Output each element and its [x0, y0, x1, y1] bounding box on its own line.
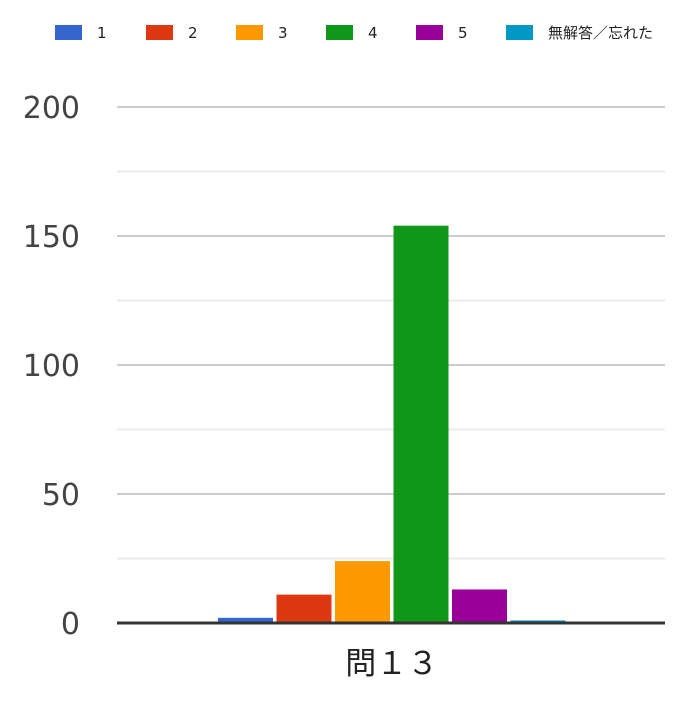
- y-tick-label: 150: [23, 220, 80, 255]
- legend-item[interactable]: 3: [236, 24, 288, 42]
- y-axis-labels: 0 50 100 150 200: [23, 91, 80, 642]
- legend-swatch: [146, 25, 173, 40]
- y-tick-label: 0: [61, 607, 80, 642]
- y-tick-label: 200: [23, 91, 80, 126]
- x-axis-labels: 問１３: [345, 646, 438, 682]
- y-tick-label: 50: [42, 478, 80, 513]
- legend-item[interactable]: 2: [146, 24, 198, 42]
- bars: [218, 225, 566, 623]
- legend-swatch: [326, 25, 353, 40]
- bar-4[interactable]: [393, 225, 449, 623]
- gridlines: [117, 106, 665, 560]
- bar-2[interactable]: [276, 594, 332, 623]
- legend-label: 3: [278, 24, 288, 42]
- legend-swatch: [236, 25, 263, 40]
- legend-label: 4: [368, 24, 378, 42]
- bar-1[interactable]: [218, 617, 273, 623]
- y-tick-label: 100: [23, 349, 80, 384]
- x-tick-label: 問１３: [345, 646, 438, 682]
- legend-label: 無解答／忘れた: [548, 24, 653, 42]
- legend-swatch: [55, 25, 82, 40]
- legend-swatch: [506, 25, 533, 40]
- legend-item[interactable]: 1: [55, 24, 107, 42]
- legend-item[interactable]: 無解答／忘れた: [506, 24, 653, 42]
- legend-swatch: [416, 25, 443, 40]
- legend-label: 2: [188, 24, 198, 42]
- bar-3[interactable]: [335, 561, 390, 623]
- legend: 1 2 3 4 5 無解答／忘れた: [55, 24, 653, 42]
- legend-label: 5: [458, 24, 468, 42]
- bar-5[interactable]: [452, 589, 507, 623]
- legend-item[interactable]: 4: [326, 24, 378, 42]
- legend-label: 1: [97, 24, 107, 42]
- legend-item[interactable]: 5: [416, 24, 468, 42]
